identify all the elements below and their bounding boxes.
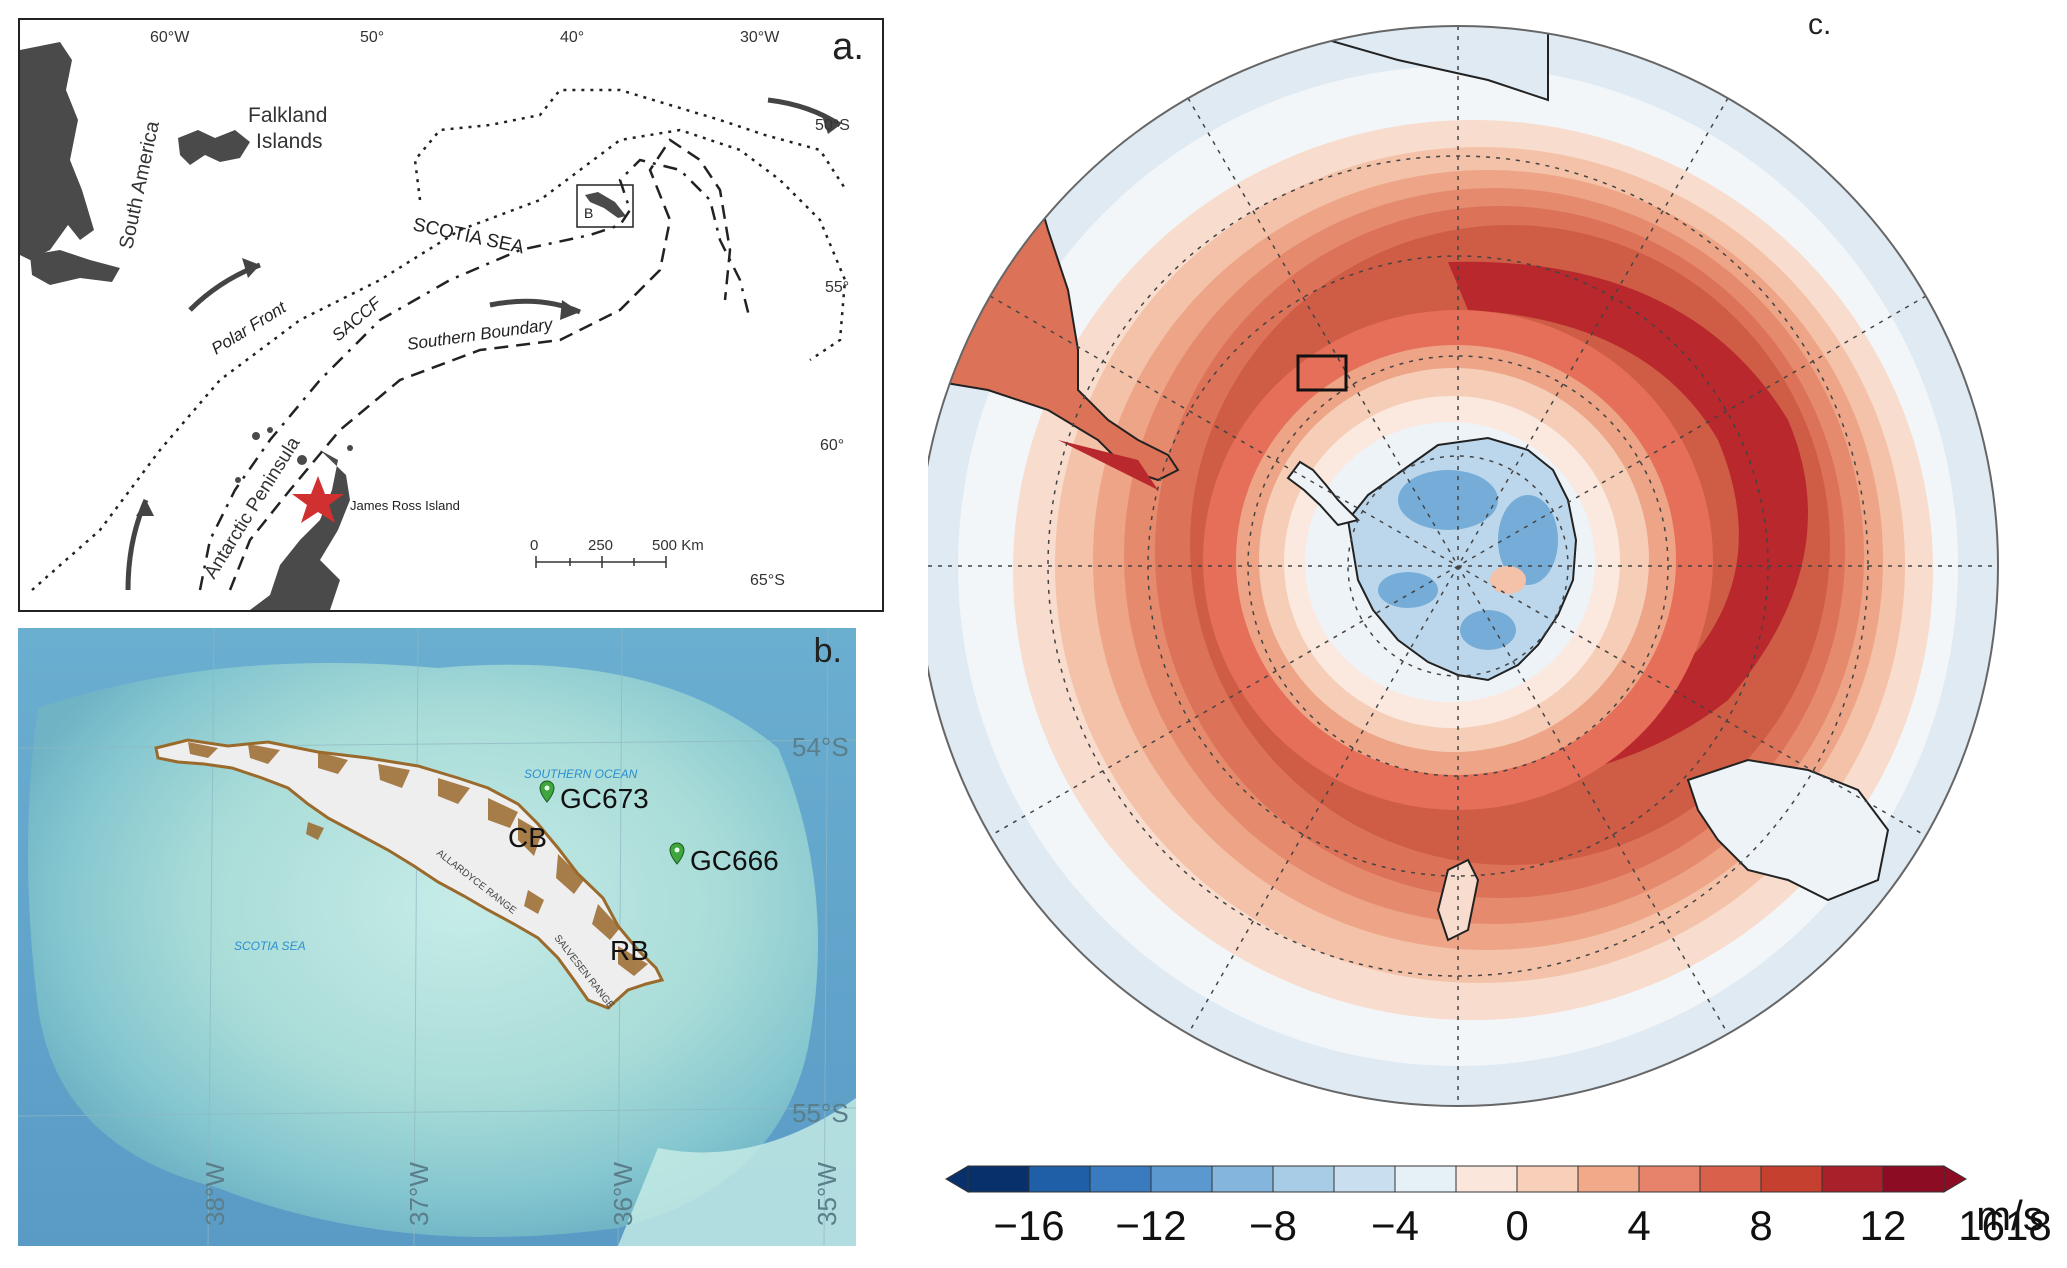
island-rock-patches [188,742,648,976]
scale-tick-0: 0 [530,537,538,554]
colorbar-tick-label: −4 [1371,1202,1419,1249]
colorbar-bin [1211,1165,1274,1193]
colorbar-unit: m/s [1976,1192,2044,1239]
colorbar-tick-label: −8 [1249,1202,1297,1249]
polar-front-label: Polar Front [208,297,290,358]
lon-label-35w: 35°W [812,1162,842,1226]
site-marker-gc666 [669,842,685,865]
colorbar-bin [1150,1165,1213,1193]
falkland-label-1: Falkland [248,104,327,127]
wind-field [918,26,1998,1106]
scotia-sea-label-b: SCOTIA SEA [234,939,306,953]
colorbar-bin [1089,1165,1152,1193]
antarctic-peninsula-land [250,450,350,610]
lat-label-50s: 50°S [815,117,850,134]
lat-label-60: 60° [820,437,844,454]
colorbar-bin [1394,1165,1457,1193]
lat-label-54s: 54°S [792,732,849,762]
colorbar-tick-label: 0 [1505,1202,1528,1249]
panel-c-map: c. [917,0,2067,1263]
colorbar-tick-label: 1618 [1958,1202,2051,1249]
bay-label-rb: RB [610,935,649,966]
colorbar-bin [1516,1165,1579,1193]
james-ross-star [292,476,344,523]
peninsula-islands [235,427,353,483]
lon-label-37w: 37°W [404,1162,434,1226]
south-georgia-land [585,192,626,218]
scale-tick-250: 250 [588,537,613,554]
shelf-ocean [28,663,818,1237]
inset-box-b-label: B [584,205,593,221]
james-ross-label: James Ross Island [350,498,460,513]
panel-b-map: GC673 GC666 CB RB SOUTHERN OCEAN SCOTIA … [18,628,856,1246]
drake-passage-jet [1058,440,1158,490]
antarctica-warm-patch [1490,566,1526,594]
site-marker-gc673 [539,780,555,803]
colorbar-bin [1821,1165,1884,1193]
southern-boundary-label: Southern Boundary [406,315,555,354]
panel-c-label: c. [1808,8,1832,41]
panel-a-label: a. [832,26,864,68]
colorbar [945,1165,1967,1193]
colorbar-tick-label: −16 [993,1202,1064,1249]
southern-ocean-label: SOUTHERN OCEAN [524,767,638,781]
panel-b-label: b. [813,632,842,670]
panel-c-svg: −16 −12 −8 −4 0 4 8 12 1618 m/s [917,25,2052,1249]
colorbar-tick-label: 12 [1860,1202,1907,1249]
lon-label-60w: 60°W [150,29,190,46]
panel-b-svg: GC673 GC666 CB RB SOUTHERN OCEAN SCOTIA … [18,628,856,1246]
south-america-land [20,42,94,260]
site-label-gc666: GC666 [690,845,779,876]
colorbar-bin [1272,1165,1335,1193]
lon-label-38w: 38°W [200,1162,230,1226]
tierra-del-fuego [30,250,120,285]
colorbar-ticks: −16 −12 −8 −4 0 4 8 12 1618 [993,1202,2051,1249]
lon-label-30w: 30°W [740,29,780,46]
colorbar-bin [1882,1165,1945,1193]
colorbar-tick-label: −12 [1115,1202,1186,1249]
lat-label-55s: 55°S [792,1098,849,1128]
polar-graticule [918,26,1998,1106]
site-label-gc673: GC673 [560,783,649,814]
falkland-islands-land [178,130,250,165]
scale-tick-500: 500 Km [652,537,704,554]
panel-a-map: a. B [18,18,884,612]
lon-label-50: 50° [360,29,384,46]
colorbar-extend-high [1943,1165,1967,1193]
falkland-label-2: Islands [256,130,323,153]
polar-front-line-upper [413,88,848,201]
current-arrowheads [136,116,840,516]
lat-label-65s: 65°S [750,572,785,589]
panel-a-svg: B 60°W 50° 40° 30°W 50°S 55° 60° 65°S So… [20,29,850,610]
polar-front-line [31,128,847,591]
colorbar-bin [1577,1165,1640,1193]
inset-box-b [576,184,634,228]
colorbar-tick-label: 4 [1627,1202,1650,1249]
lon-label-40: 40° [560,29,584,46]
shallow-southeast [618,1098,856,1246]
scotia-sea-label: SCOTIA SEA [411,214,526,258]
colorbar-bin [1028,1165,1091,1193]
colorbar-extend-low [945,1165,969,1193]
lat-label-55: 55° [825,279,849,296]
antarctic-peninsula-c [1286,460,1360,527]
colorbar-bin [1699,1165,1762,1193]
bay-label-cb: CB [508,822,547,853]
colorbar-bin [1333,1165,1396,1193]
colorbar-bin [1760,1165,1823,1193]
colorbar-bin [1638,1165,1701,1193]
colorbar-tick-label: 8 [1749,1202,1772,1249]
saccf-line [198,158,752,591]
colorbar-bin [1455,1165,1518,1193]
southern-boundary-line [228,138,732,591]
lon-label-36w: 36°W [608,1162,638,1226]
south-america-label: South America [115,118,164,251]
australia-c [1686,758,1890,902]
south-georgia-box [1296,354,1348,392]
scale-bar [535,556,667,568]
colorbar-bin [967,1165,1030,1193]
